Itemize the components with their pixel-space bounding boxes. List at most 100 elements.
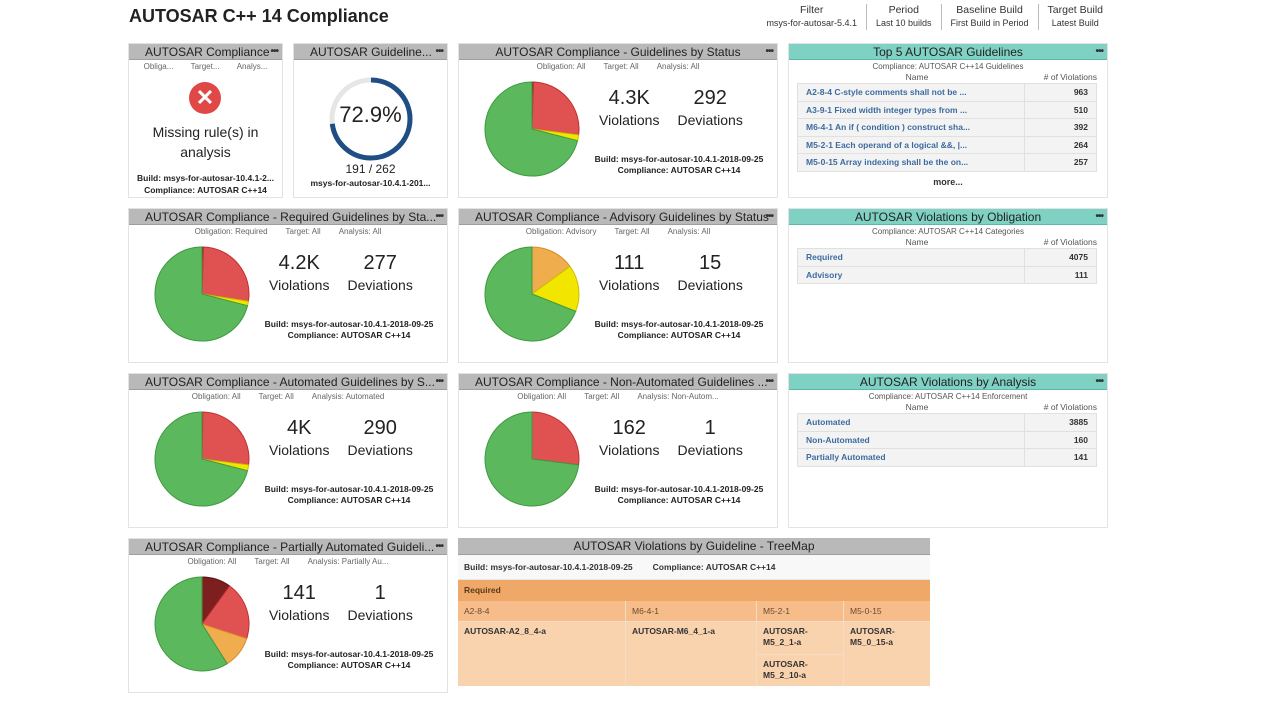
target-build-item[interactable]: Target Build Latest Build bbox=[1037, 4, 1112, 30]
widget-header: AUTOSAR Compliance - Required Guidelines… bbox=[129, 209, 447, 225]
widget-menu-icon[interactable]: ••• bbox=[765, 376, 773, 387]
widget-menu-icon[interactable]: ••• bbox=[270, 46, 278, 57]
widget-menu-icon[interactable]: ••• bbox=[1095, 211, 1103, 222]
violations-count: 141 bbox=[282, 582, 316, 604]
column-header-violations[interactable]: # of Violations bbox=[1043, 237, 1097, 247]
pie-slice-violated[interactable] bbox=[531, 81, 580, 136]
column-header-name[interactable]: Name bbox=[905, 402, 929, 412]
status-pie-chart[interactable] bbox=[483, 410, 581, 508]
table-subtitle: Compliance: AUTOSAR C++14 Guidelines bbox=[872, 62, 1024, 71]
widget-menu-icon[interactable]: ••• bbox=[435, 211, 443, 222]
deviations-stat[interactable]: 15 Deviations bbox=[677, 251, 742, 295]
guideline-link[interactable]: A2-8-4 C-style comments shall not be ... bbox=[797, 83, 1025, 102]
violations-stat[interactable]: 4K Violations bbox=[269, 416, 329, 460]
treemap-guideline[interactable]: M5-0-15 bbox=[844, 601, 930, 622]
pie-slice-violated[interactable] bbox=[201, 585, 250, 640]
obligation-meta: Obligation: All bbox=[517, 392, 567, 401]
table-row[interactable]: A2-8-4 C-style comments shall not be ...… bbox=[797, 83, 1097, 102]
baseline-build-item[interactable]: Baseline Build First Build in Period bbox=[940, 4, 1038, 30]
pie-slice-deviation[interactable] bbox=[530, 265, 580, 312]
treemap-guideline[interactable]: M6-4-1 bbox=[626, 601, 756, 622]
table-row[interactable]: Advisory 111 bbox=[797, 265, 1097, 284]
analysis-link[interactable]: Non-Automated bbox=[797, 430, 1025, 449]
guideline-link[interactable]: M5-0-15 Array indexing shall be the on..… bbox=[797, 153, 1025, 172]
column-header-violations[interactable]: # of Violations bbox=[1043, 72, 1097, 82]
deviations-stat[interactable]: 1 Deviations bbox=[677, 416, 742, 460]
status-pie-chart[interactable] bbox=[483, 80, 581, 178]
obligation-meta: Obligation: All bbox=[191, 392, 241, 401]
pie-slice-violated[interactable] bbox=[201, 246, 250, 302]
widget-header: AUTOSAR Compliance - Non-Automated Guide… bbox=[459, 374, 777, 390]
treemap-column: M6-4-1 AUTOSAR-M6_4_1-a bbox=[626, 601, 757, 686]
column-header-name[interactable]: Name bbox=[905, 237, 929, 247]
pie-slice-passed[interactable] bbox=[154, 411, 249, 507]
violations-stat[interactable]: 4.3K Violations bbox=[599, 86, 659, 130]
violations-label: Violations bbox=[599, 112, 660, 128]
obligation-link[interactable]: Advisory bbox=[797, 265, 1025, 284]
widget-menu-icon[interactable]: ••• bbox=[765, 46, 773, 57]
widget-header: AUTOSAR Compliance - Guidelines by Statu… bbox=[459, 44, 777, 60]
pie-slice-violated[interactable] bbox=[531, 411, 580, 466]
table-row[interactable]: M6-4-1 An if ( condition ) construct sha… bbox=[797, 118, 1097, 137]
column-header-violations[interactable]: # of Violations bbox=[1043, 402, 1097, 412]
widget-meta: Obligation: All Target: All Analysis: Auto… bbox=[129, 392, 447, 401]
filter-label: Filter bbox=[800, 4, 824, 16]
deviations-stat[interactable]: 290 Deviations bbox=[347, 416, 412, 460]
obligation-link[interactable]: Required bbox=[797, 248, 1025, 267]
widget-menu-icon[interactable]: ••• bbox=[435, 46, 443, 57]
violations-stat[interactable]: 141 Violations bbox=[269, 581, 329, 625]
treemap-guideline[interactable]: M5-2-1 bbox=[757, 601, 843, 622]
violations-stat[interactable]: 4.2K Violations bbox=[269, 251, 329, 295]
deviations-stat[interactable]: 292 Deviations bbox=[677, 86, 742, 130]
treemap-rule-cell[interactable]: AUTOSAR-M5_0_15-a bbox=[844, 622, 930, 686]
obligation-meta: Obligation: Required bbox=[194, 227, 268, 236]
deviations-stat[interactable]: 277 Deviations bbox=[347, 251, 412, 295]
violation-count: 510 bbox=[1024, 100, 1097, 119]
violations-count: 162 bbox=[612, 417, 646, 439]
widget-menu-icon[interactable]: ••• bbox=[765, 211, 773, 222]
pie-slice-passed[interactable] bbox=[484, 81, 579, 177]
table-row[interactable]: Non-Automated 160 bbox=[797, 430, 1097, 449]
widget-menu-icon[interactable]: ••• bbox=[435, 376, 443, 387]
pie-slice-passed[interactable] bbox=[484, 411, 580, 507]
analysis-link[interactable]: Partially Automated bbox=[797, 448, 1025, 467]
table-row[interactable]: Required 4075 bbox=[797, 248, 1097, 267]
treemap-rule-cell[interactable]: AUTOSAR-M5_2_1-a bbox=[757, 622, 843, 654]
table-row[interactable]: Partially Automated 141 bbox=[797, 448, 1097, 467]
pie-slice-passed[interactable] bbox=[484, 246, 577, 342]
table-row[interactable]: M5-2-1 Each operand of a logical &&, |..… bbox=[797, 135, 1097, 154]
pie-slice-passed[interactable] bbox=[154, 246, 249, 342]
treemap-guideline[interactable]: A2-8-4 bbox=[458, 601, 625, 622]
violations-stat[interactable]: 162 Violations bbox=[599, 416, 659, 460]
column-header-name[interactable]: Name bbox=[905, 72, 929, 82]
treemap-rule-cell[interactable]: AUTOSAR-M5_2_10-a bbox=[757, 653, 843, 686]
violations-by-obligation-widget: AUTOSAR Violations by Obligation ••• Comp… bbox=[788, 208, 1108, 363]
status-widget-all: AUTOSAR Compliance - Guidelines by Statu… bbox=[458, 43, 778, 198]
guideline-link[interactable]: M5-2-1 Each operand of a logical &&, |..… bbox=[797, 135, 1025, 154]
filter-item[interactable]: Filter msys-for-autosar-5.4.1 bbox=[757, 4, 866, 30]
status-pie-chart[interactable] bbox=[153, 410, 251, 508]
widget-menu-icon[interactable]: ••• bbox=[1095, 46, 1103, 57]
table-row[interactable]: Automated 3885 bbox=[797, 413, 1097, 432]
violations-stat[interactable]: 111 Violations bbox=[599, 251, 659, 295]
period-item[interactable]: Period Last 10 builds bbox=[865, 4, 941, 30]
target-meta: Target: All bbox=[614, 227, 650, 236]
treemap-group-required[interactable]: Required bbox=[458, 580, 930, 601]
pie-slice-passed[interactable] bbox=[154, 576, 228, 672]
table-row[interactable]: M5-0-15 Array indexing shall be the on..… bbox=[797, 153, 1097, 172]
guideline-link[interactable]: A3-9-1 Fixed width integer types from ..… bbox=[797, 100, 1025, 119]
treemap-rule-cell[interactable]: AUTOSAR-M6_4_1-a bbox=[626, 622, 756, 686]
table-row[interactable]: A3-9-1 Fixed width integer types from ..… bbox=[797, 100, 1097, 119]
analysis-link[interactable]: Automated bbox=[797, 413, 1025, 432]
status-pie-chart[interactable] bbox=[153, 575, 251, 673]
more-link[interactable]: more... bbox=[933, 176, 963, 187]
status-pie-chart[interactable] bbox=[153, 245, 251, 343]
pie-slice-violated[interactable] bbox=[201, 411, 250, 466]
deviations-stat[interactable]: 1 Deviations bbox=[347, 581, 412, 625]
treemap-rule-cell[interactable]: AUTOSAR-A2_8_4-a bbox=[458, 622, 625, 686]
widget-menu-icon[interactable]: ••• bbox=[1095, 376, 1103, 387]
guideline-link[interactable]: M6-4-1 An if ( condition ) construct sha… bbox=[797, 118, 1025, 137]
deviations-label: Deviations bbox=[677, 112, 743, 128]
widget-menu-icon[interactable]: ••• bbox=[435, 541, 443, 552]
status-pie-chart[interactable] bbox=[483, 245, 581, 343]
